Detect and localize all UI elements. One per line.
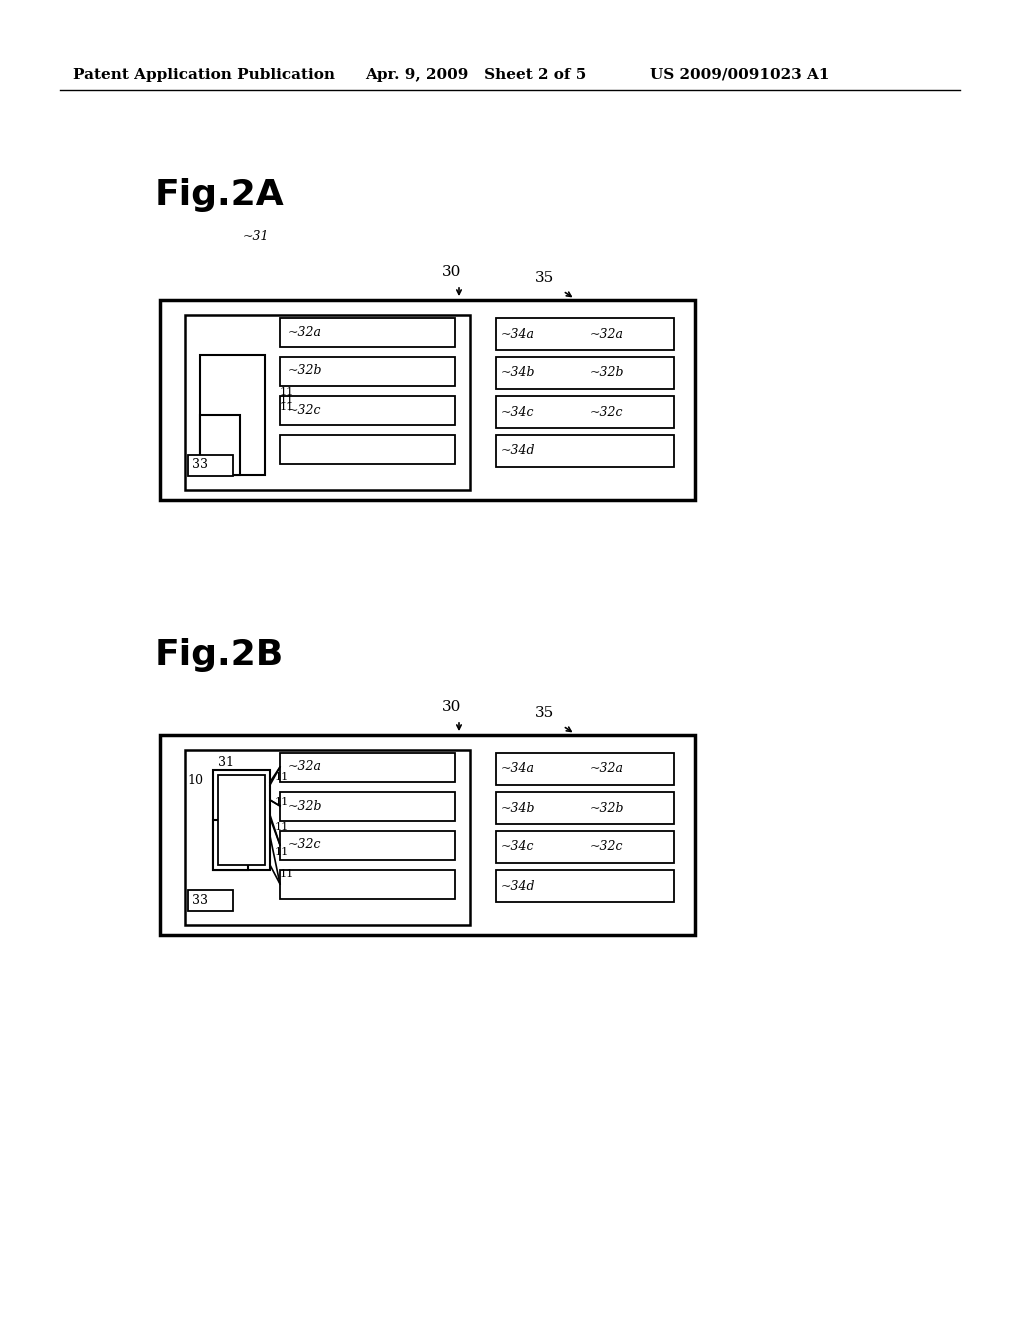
Text: 30: 30: [442, 700, 462, 714]
Bar: [496, 356, 674, 389]
Text: ~34a: ~34a: [501, 327, 535, 341]
Text: Fig.2A: Fig.2A: [155, 178, 285, 213]
Text: ~34c: ~34c: [501, 405, 535, 418]
Text: ~34c: ~34c: [501, 841, 535, 854]
Text: ~34b: ~34b: [501, 367, 536, 380]
Text: ~32a: ~32a: [288, 326, 322, 338]
Text: ~32b: ~32b: [288, 800, 323, 813]
Text: 31: 31: [218, 755, 234, 768]
Text: ~34d: ~34d: [501, 879, 536, 892]
Text: ~32b: ~32b: [288, 364, 323, 378]
Text: Fig.2B: Fig.2B: [155, 638, 285, 672]
Text: ~32c: ~32c: [590, 841, 624, 854]
Text: ~34d: ~34d: [501, 445, 536, 458]
Bar: [280, 396, 455, 425]
Bar: [280, 870, 455, 899]
Text: Patent Application Publication: Patent Application Publication: [73, 69, 335, 82]
Text: ~32c: ~32c: [288, 404, 322, 417]
Bar: [280, 792, 455, 821]
Bar: [160, 300, 695, 500]
Bar: [218, 775, 265, 865]
Bar: [188, 890, 233, 911]
Text: ~32b: ~32b: [590, 367, 625, 380]
Bar: [280, 752, 455, 781]
Text: ~34b: ~34b: [501, 801, 536, 814]
Bar: [280, 356, 455, 385]
Bar: [496, 752, 674, 785]
Bar: [280, 318, 455, 347]
Bar: [185, 315, 470, 490]
Text: 30: 30: [442, 265, 462, 279]
Bar: [185, 750, 470, 925]
Text: Apr. 9, 2009   Sheet 2 of 5: Apr. 9, 2009 Sheet 2 of 5: [365, 69, 587, 82]
Text: 11: 11: [275, 822, 289, 832]
Text: 11: 11: [280, 395, 294, 405]
Bar: [280, 832, 455, 861]
Text: ~32c: ~32c: [288, 838, 322, 851]
Bar: [496, 318, 674, 350]
Bar: [496, 870, 674, 902]
Bar: [200, 414, 240, 475]
Text: 11: 11: [280, 403, 294, 412]
Text: 11: 11: [275, 772, 289, 781]
Text: 11: 11: [280, 387, 294, 397]
Text: ~31: ~31: [243, 231, 269, 243]
Text: US 2009/0091023 A1: US 2009/0091023 A1: [650, 69, 829, 82]
Bar: [280, 436, 455, 465]
Text: 33: 33: [193, 894, 208, 907]
Bar: [496, 396, 674, 428]
Text: ~32a: ~32a: [288, 760, 322, 774]
Text: 11: 11: [280, 869, 294, 879]
Text: ~34a: ~34a: [501, 763, 535, 776]
Bar: [496, 436, 674, 467]
Text: ~32a: ~32a: [590, 327, 624, 341]
Bar: [213, 770, 270, 870]
Text: 10: 10: [187, 774, 203, 787]
Text: ~32c: ~32c: [590, 405, 624, 418]
Bar: [188, 455, 233, 477]
Text: 33: 33: [193, 458, 208, 471]
Bar: [160, 735, 695, 935]
Text: 35: 35: [536, 706, 555, 719]
Bar: [496, 832, 674, 863]
Text: 11: 11: [275, 797, 289, 807]
Bar: [200, 355, 265, 475]
Bar: [496, 792, 674, 824]
Text: ~32a: ~32a: [590, 763, 624, 776]
Text: 35: 35: [536, 271, 555, 285]
Text: 11: 11: [275, 847, 289, 857]
Bar: [213, 820, 248, 870]
Text: ~32b: ~32b: [590, 801, 625, 814]
